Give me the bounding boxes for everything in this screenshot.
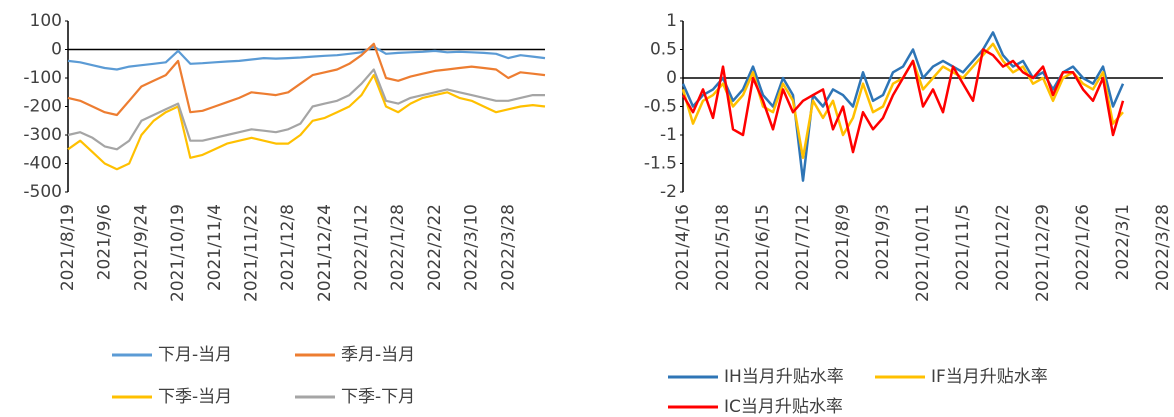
line-series	[67, 45, 546, 71]
legend-label: IF当月升贴水率	[931, 367, 1048, 387]
x-tick-label: 2021/8/9	[833, 204, 853, 280]
line-series	[67, 74, 546, 171]
x-tick-label: 2022/1/12	[352, 204, 372, 291]
legend-label: IH当月升贴水率	[724, 367, 844, 387]
y-tick-label: -100	[23, 68, 62, 88]
y-tick-label: 1	[666, 11, 677, 31]
x-tick-label: 2022/3/28	[498, 204, 518, 291]
x-tick-label: 2022/3/10	[462, 204, 482, 291]
x-tick-label: 2021/10/11	[913, 204, 933, 302]
x-tick-label: 2021/8/19	[58, 204, 78, 291]
x-tick-label: 2021/10/19	[168, 204, 188, 302]
x-tick-label: 2022/2/22	[425, 204, 445, 291]
x-tick-label: 2021/12/2	[993, 204, 1013, 291]
x-tick-label: 2021/9/3	[873, 204, 893, 280]
y-tick-label: -2	[660, 182, 677, 202]
x-tick-label: 2021/5/18	[713, 204, 733, 291]
x-tick-label: 2021/12/8	[278, 204, 298, 291]
legend-label: 季月-当月	[341, 345, 415, 365]
legend-label: 下季-当月	[158, 387, 232, 407]
x-tick-label: 2021/11/22	[241, 204, 261, 302]
y-tick-label: 100	[30, 11, 62, 31]
y-tick-label: -0.5	[644, 97, 677, 117]
x-tick-label: 2021/11/4	[205, 204, 225, 291]
y-tick-label: 0	[666, 68, 677, 88]
y-tick-label: 0.5	[650, 40, 677, 60]
x-tick-label: 2021/4/16	[673, 204, 693, 291]
y-tick-label: -200	[23, 97, 62, 117]
line-series	[67, 42, 546, 117]
legend-label: 下月-当月	[158, 345, 232, 365]
y-tick-label: 0	[51, 40, 62, 60]
x-tick-label: 2021/12/29	[1033, 204, 1053, 302]
x-tick-label: 2021/9/24	[131, 204, 151, 291]
x-tick-label: 2022/3/28	[1153, 204, 1173, 291]
x-tick-label: 2021/11/5	[953, 204, 973, 291]
x-tick-label: 2021/12/24	[315, 204, 335, 302]
y-tick-label: -1	[660, 125, 677, 145]
legend-label: 下季-下月	[341, 387, 415, 407]
line-series	[67, 68, 545, 151]
y-tick-label: -500	[23, 182, 62, 202]
x-tick-label: 2022/3/1	[1113, 204, 1133, 280]
legend-label: IC当月升贴水率	[724, 397, 843, 417]
x-tick-label: 2022/1/26	[1073, 204, 1093, 291]
x-tick-label: 2022/1/28	[388, 204, 408, 291]
y-tick-label: -400	[23, 154, 62, 174]
x-tick-label: 2021/7/12	[793, 204, 813, 291]
y-tick-label: -1.5	[644, 154, 677, 174]
x-tick-label: 2021/6/15	[753, 204, 773, 291]
line-series	[681, 48, 1125, 154]
y-tick-label: -300	[23, 125, 62, 145]
x-tick-label: 2021/9/6	[95, 204, 115, 280]
